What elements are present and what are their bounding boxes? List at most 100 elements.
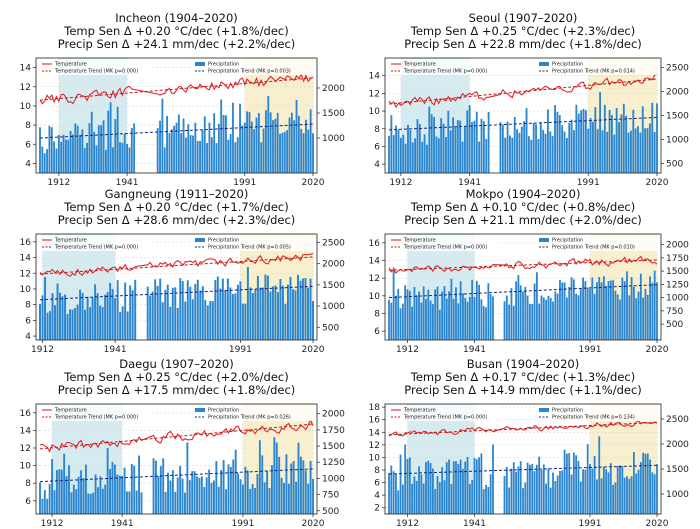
precip-bar (637, 469, 640, 514)
precip-bar (188, 480, 191, 514)
precip-bar (392, 135, 395, 173)
precip-bar (257, 113, 260, 173)
precip-tick-label: 1750 (666, 254, 689, 264)
precip-bar (609, 280, 612, 340)
precip-bar (563, 282, 566, 340)
precip-bar (501, 124, 504, 173)
precip-bar (600, 478, 603, 514)
legend-precipitation: Precipitation (552, 408, 583, 414)
precip-bar (184, 492, 186, 514)
precip-bar (561, 470, 564, 514)
precip-bar (596, 282, 598, 340)
precip-bar (641, 106, 644, 173)
precip-bar (222, 114, 225, 173)
precip-bar (426, 144, 428, 173)
precip-bar (176, 307, 179, 340)
precip-bar (459, 281, 462, 340)
precip-bar (642, 297, 645, 340)
precip-bar (89, 307, 92, 340)
precip-bar (219, 288, 222, 340)
precip-bar (482, 489, 485, 514)
precip-bar (97, 487, 99, 514)
precip-bar (283, 482, 285, 514)
precip-bar (456, 120, 459, 173)
temp-tick-label: 12 (20, 444, 31, 454)
precip-bar (415, 295, 418, 340)
precip-bar (586, 287, 589, 340)
precip-bar (411, 306, 414, 340)
precip-bar (61, 296, 64, 340)
precip-bar (256, 275, 259, 340)
precip-bar (100, 125, 103, 173)
precip-bar (434, 488, 437, 514)
precip-bar (489, 294, 492, 340)
precip-bar (206, 305, 209, 340)
precip-bar (64, 139, 67, 173)
precip-bar (452, 461, 455, 514)
precip-bar (388, 472, 390, 514)
precip-bar (260, 142, 263, 173)
precip-bar (244, 303, 247, 340)
chart-panel-0: Incheon (1904–2020)Temp Sen Δ +0.20 °C/d… (20, 11, 346, 188)
temp-tick-label: 6 (374, 142, 380, 152)
precip-bar (540, 469, 543, 514)
year-tick-label: 1941 (463, 345, 486, 355)
precip-bar (126, 143, 128, 173)
precip-bar (184, 301, 187, 340)
year-tick-label: 2020 (302, 178, 325, 188)
precip-bar (601, 130, 604, 173)
precip-bar (482, 121, 485, 173)
precip-bar (309, 278, 312, 340)
precip-bar (116, 280, 119, 340)
precip-bar (181, 478, 184, 514)
precip-bar (109, 102, 112, 173)
precip-bar (186, 280, 189, 340)
precip-bar (168, 132, 171, 173)
precip-bar (264, 274, 267, 340)
legend-precipitation: Precipitation (208, 238, 239, 244)
precip-bar (390, 465, 393, 514)
precip-bar (176, 477, 179, 514)
precip-bar (531, 304, 534, 340)
precip-tick-label: 1500 (666, 465, 689, 475)
year-tick-label: 1941 (104, 345, 127, 355)
temp-tick-label: 8 (25, 479, 31, 489)
legend-temp-trend: Temperature Trend (MK p=0.000) (403, 415, 487, 421)
precip-bar (545, 299, 548, 340)
precip-bar (258, 440, 261, 514)
legend-temperature: Temperature (403, 62, 436, 68)
precip-bar (582, 108, 585, 173)
precip-bar (503, 301, 506, 340)
precip-bar (58, 469, 61, 514)
precip-bar (487, 283, 490, 340)
precip-bar (407, 124, 409, 173)
precip-bar (290, 112, 293, 173)
precip-bar (171, 287, 174, 340)
precip-bar (86, 142, 88, 173)
precip-tick-label: 1500 (322, 109, 345, 119)
precip-bar (68, 465, 70, 514)
precip-bar (279, 133, 281, 173)
precip-bar (177, 114, 180, 173)
precip-bar (485, 484, 487, 514)
temp-tick-label: 8 (25, 121, 31, 131)
precip-bar (473, 457, 476, 514)
precip-bar (246, 470, 249, 514)
precip-tick-label: 750 (666, 307, 683, 317)
precip-bar (653, 474, 656, 514)
precip-bar (101, 306, 104, 340)
precip-bar (261, 455, 264, 514)
precip-bar (602, 276, 605, 340)
precip-bar (542, 297, 545, 340)
temp-tick-label: 6 (374, 327, 380, 337)
temp-tick-label: 8 (374, 310, 380, 320)
precip-bar (438, 482, 441, 514)
precip-bar (656, 103, 658, 173)
precip-bar (304, 277, 307, 340)
precip-tick-label: 500 (666, 320, 683, 330)
year-tick-label: 2020 (302, 519, 325, 529)
chart-title-line-1: Temp Sen Δ +0.10 °C/dec (+0.8%/dec) (410, 200, 635, 214)
precip-bar (121, 142, 124, 173)
precip-bar (261, 287, 264, 340)
precip-bar (616, 465, 619, 514)
